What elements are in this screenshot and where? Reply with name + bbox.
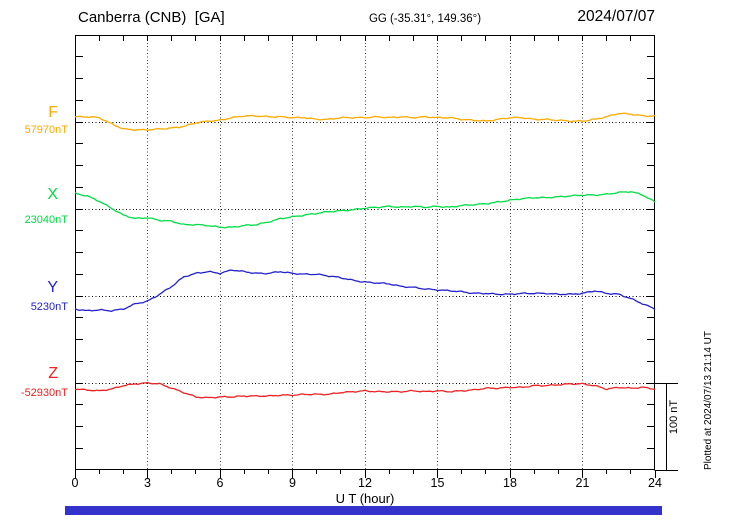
station-title: Canberra (CNB) [GA] [78, 9, 225, 26]
plot-date: 2024/07/07 [577, 8, 655, 25]
x-tick-label: 12 [358, 476, 372, 490]
x-tick-label: 24 [648, 476, 662, 490]
trace-letter-F: F [48, 104, 58, 121]
bottom-blue-bar [65, 506, 662, 515]
plot-frame [75, 35, 655, 470]
x-tick-label: 9 [289, 476, 296, 490]
x-tick-label: 21 [575, 476, 590, 490]
x-tick-label: 15 [430, 476, 445, 490]
trace-baseline-value-Z: -52930nT [20, 387, 68, 399]
x-tick-label: 0 [71, 476, 79, 490]
trace-letter-Z: Z [48, 365, 58, 382]
x-tick-label: 3 [144, 476, 151, 490]
geographic-coordinates: GG (-35.31°, 149.36°) [368, 13, 482, 25]
trace-Z [74, 381, 656, 399]
trace-F [74, 112, 656, 132]
x-tick-label: 6 [216, 476, 224, 490]
trace-baseline-value-F: 57970nT [24, 124, 68, 136]
x-tick-label: 18 [503, 476, 517, 490]
trace-baseline-value-Y: 5230nT [30, 301, 68, 313]
trace-letter-X: X [47, 186, 58, 203]
trace-Y [74, 269, 656, 313]
trace-X [74, 191, 656, 229]
trace-baseline-value-X: 23040nT [24, 214, 68, 226]
trace-letter-Y: Y [47, 279, 58, 296]
plotted-at-note: Plotted at 2024/07/13 21:14 UT [703, 331, 714, 470]
x-axis-title: U T (hour) [335, 491, 395, 506]
scale-bar-label: 100 nT [668, 399, 680, 435]
